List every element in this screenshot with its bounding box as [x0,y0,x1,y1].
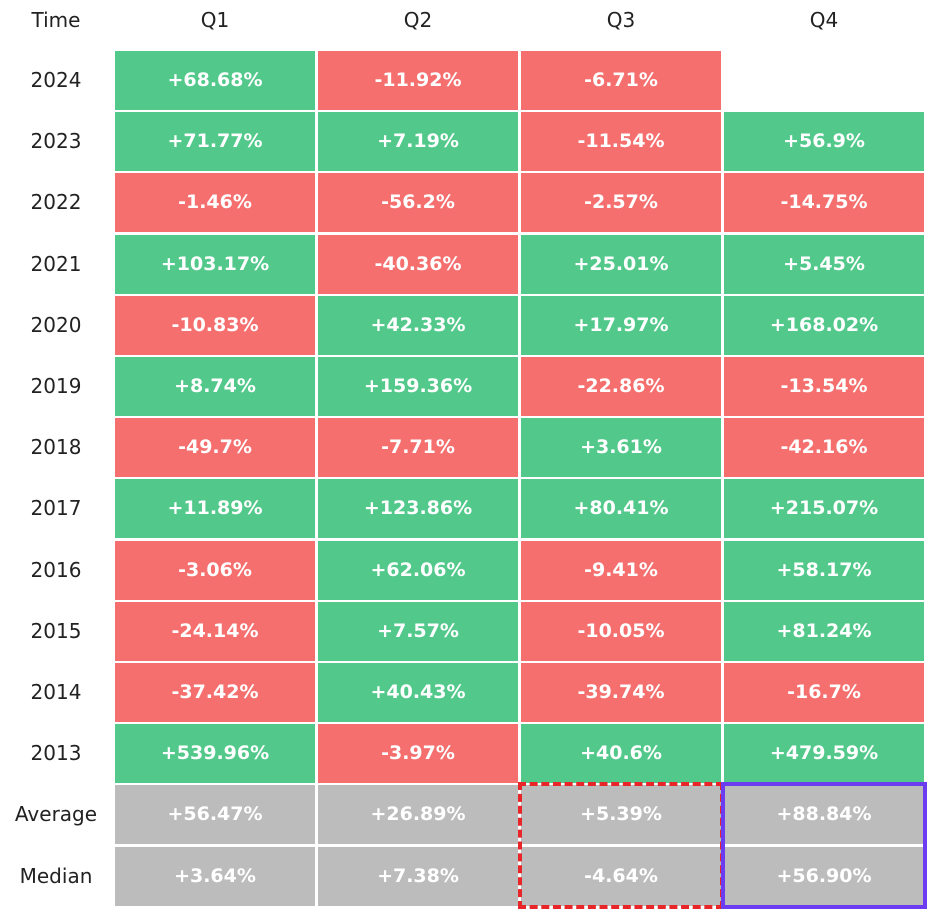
cell-2014-q1: -37.42% [115,663,315,722]
cell-2014-q2: +40.43% [318,663,518,722]
cell-2024-q3: -6.71% [521,51,721,110]
column-header-q4: Q4 [809,8,839,32]
cell-average-q1: +56.47% [115,785,315,844]
cell-average-q3: +5.39% [521,785,721,844]
cell-2018-q4: -42.16% [724,418,924,477]
cell-average-q2: +26.89% [318,785,518,844]
cell-2013-q2: -3.97% [318,724,518,783]
cell-2015-q1: -24.14% [115,602,315,661]
row-label-2021: 2021 [30,252,82,276]
cell-2024-q4 [724,51,924,110]
cell-average-q4: +88.84% [724,785,924,844]
cell-2018-q3: +3.61% [521,418,721,477]
cell-2013-q3: +40.6% [521,724,721,783]
cell-2021-q1: +103.17% [115,235,315,294]
cell-2016-q1: -3.06% [115,541,315,600]
cell-2023-q3: -11.54% [521,112,721,171]
cell-2022-q1: -1.46% [115,173,315,232]
cell-2020-q3: +17.97% [521,296,721,355]
row-label-2020: 2020 [30,313,82,337]
cell-2023-q2: +7.19% [318,112,518,171]
cell-median-q3: -4.64% [521,847,721,906]
cell-2019-q3: -22.86% [521,357,721,416]
cell-2017-q1: +11.89% [115,479,315,538]
cell-2017-q2: +123.86% [318,479,518,538]
cell-2020-q4: +168.02% [724,296,924,355]
cell-2016-q3: -9.41% [521,541,721,600]
cell-2013-q4: +479.59% [724,724,924,783]
cell-2020-q1: -10.83% [115,296,315,355]
cell-2021-q4: +5.45% [724,235,924,294]
cell-2015-q2: +7.57% [318,602,518,661]
row-label-2013: 2013 [30,741,82,765]
cell-2018-q2: -7.71% [318,418,518,477]
cell-2016-q2: +62.06% [318,541,518,600]
column-header-q2: Q2 [403,8,433,32]
cell-2017-q4: +215.07% [724,479,924,538]
row-label-average: Average [14,802,98,826]
cell-2013-q1: +539.96% [115,724,315,783]
corner-header: Time [31,8,81,32]
row-label-2022: 2022 [30,190,82,214]
cell-2019-q2: +159.36% [318,357,518,416]
cell-2024-q2: -11.92% [318,51,518,110]
cell-2022-q3: -2.57% [521,173,721,232]
cell-2021-q2: -40.36% [318,235,518,294]
row-label-median: Median [19,864,93,888]
row-label-2018: 2018 [30,435,82,459]
cell-2023-q4: +56.9% [724,112,924,171]
cell-2014-q4: -16.7% [724,663,924,722]
cell-median-q4: +56.90% [724,847,924,906]
cell-2018-q1: -49.7% [115,418,315,477]
cell-2024-q1: +68.68% [115,51,315,110]
cell-2014-q3: -39.74% [521,663,721,722]
cell-2022-q4: -14.75% [724,173,924,232]
cell-2015-q4: +81.24% [724,602,924,661]
row-label-2024: 2024 [30,68,82,92]
row-label-2023: 2023 [30,129,82,153]
cell-2015-q3: -10.05% [521,602,721,661]
cell-2022-q2: -56.2% [318,173,518,232]
cell-2021-q3: +25.01% [521,235,721,294]
column-header-q1: Q1 [200,8,230,32]
row-label-2015: 2015 [30,619,82,643]
row-label-2017: 2017 [30,496,82,520]
cell-median-q1: +3.64% [115,847,315,906]
cell-median-q2: +7.38% [318,847,518,906]
cell-2016-q4: +58.17% [724,541,924,600]
cell-2019-q4: -13.54% [724,357,924,416]
row-label-2014: 2014 [30,680,82,704]
cell-2019-q1: +8.74% [115,357,315,416]
cell-2020-q2: +42.33% [318,296,518,355]
row-label-2016: 2016 [30,558,82,582]
cell-2017-q3: +80.41% [521,479,721,538]
cell-2023-q1: +71.77% [115,112,315,171]
row-label-2019: 2019 [30,374,82,398]
column-header-q3: Q3 [606,8,636,32]
